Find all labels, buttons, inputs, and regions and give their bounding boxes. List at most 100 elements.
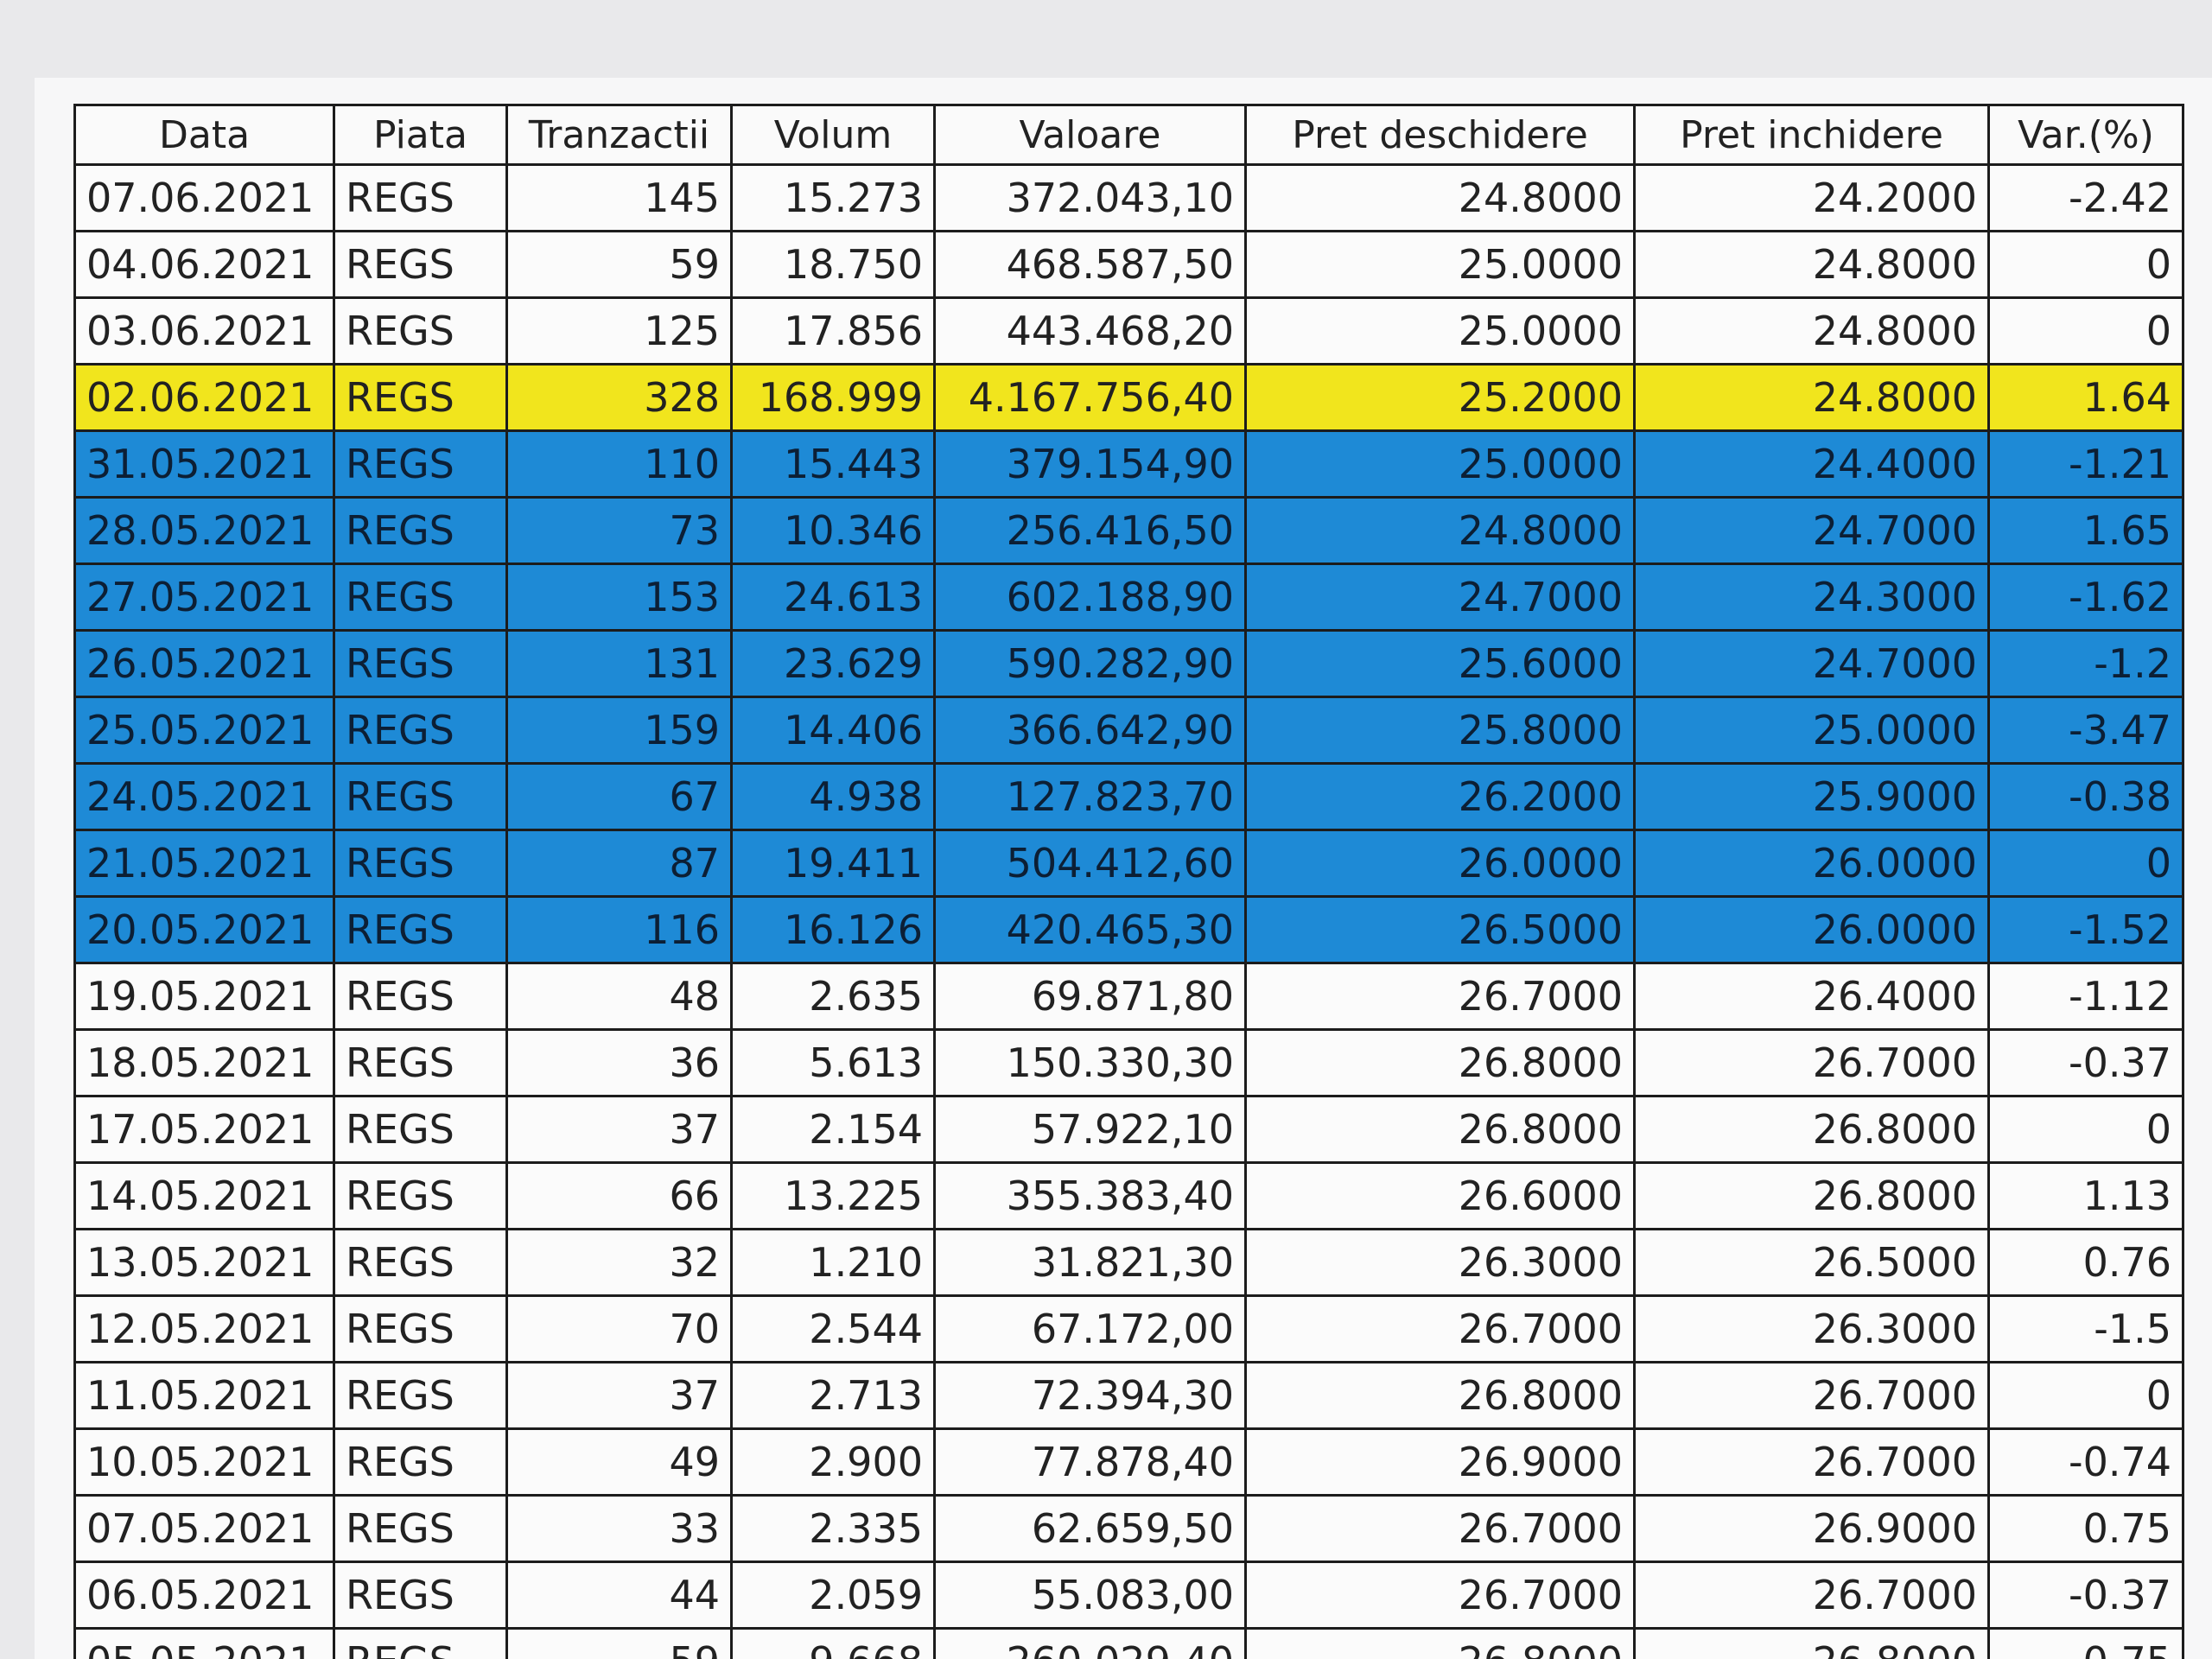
table-cell: 24.8000 [1633,363,1990,432]
table-cell: -1.52 [1987,895,2184,964]
table-cell: 26.7000 [1633,1028,1990,1097]
table-cell: 26.5000 [1244,895,1636,964]
table-cell: 2.154 [730,1095,936,1164]
table-cell: 26.8000 [1633,1161,1990,1230]
table-cell: 0 [1987,296,2184,365]
table-cell: 168.999 [730,363,936,432]
table-cell: 260.029,40 [933,1627,1247,1659]
table-cell: 24.3000 [1633,563,1990,632]
table-cell: 504.412,60 [933,829,1247,898]
table-cell: 26.2000 [1244,762,1636,831]
table-cell: 25.0000 [1633,696,1990,765]
table-cell: 26.7000 [1244,1560,1636,1630]
column-header: Var.(%) [1987,104,2184,166]
table-cell: 26.7000 [1633,1560,1990,1630]
table-cell: 150.330,30 [933,1028,1247,1097]
table-cell: 31.821,30 [933,1228,1247,1297]
table-cell: REGS [333,296,508,365]
table-cell: 67.172,00 [933,1294,1247,1363]
table-body: 07.06.2021 REGS 145 15.273 372.043,10 24.8000… [73,163,2184,1659]
table-cell: 26.7000 [1244,962,1636,1031]
table-row: 10.05.2021 REGS 49 2.900 77.878,40 26.9000 26.… [73,1427,2184,1497]
table-row: 19.05.2021 REGS 48 2.635 69.871,80 26.7000 26.… [73,962,2184,1031]
table-cell: 26.7000 [1633,1427,1990,1497]
table-cell: 26.3000 [1244,1228,1636,1297]
table-cell: -1.21 [1987,429,2184,499]
table-cell: 24.8000 [1633,230,1990,299]
table-cell: 15.273 [730,163,936,232]
column-header: Pret inchidere [1633,104,1990,166]
table-cell: REGS [333,1361,508,1430]
table-row: 06.05.2021 REGS 44 2.059 55.083,00 26.7000 26.… [73,1560,2184,1630]
table-cell: 21.05.2021 [73,829,335,898]
table-cell: -1.5 [1987,1294,2184,1363]
table-cell: 24.2000 [1633,163,1990,232]
table-cell: 2.635 [730,962,936,1031]
table-row: 14.05.2021 REGS 66 13.225 355.383,40 26.6000 2… [73,1161,2184,1230]
table-cell: 2.544 [730,1294,936,1363]
table-cell: 25.2000 [1244,363,1636,432]
table-cell: 0.75 [1987,1627,2184,1659]
table-cell: 33 [505,1494,733,1563]
table-cell: 87 [505,829,733,898]
table-cell: 26.0000 [1633,895,1990,964]
table-cell: 12.05.2021 [73,1294,335,1363]
table-cell: 0 [1987,1095,2184,1164]
table-cell: 77.878,40 [933,1427,1247,1497]
table-cell: -1.2 [1987,629,2184,698]
table-cell: 2.900 [730,1427,936,1497]
table-cell: 28.05.2021 [73,496,335,565]
table-cell: 26.8000 [1633,1627,1990,1659]
table-cell: REGS [333,163,508,232]
table-cell: -1.62 [1987,563,2184,632]
table-cell: 125 [505,296,733,365]
column-header: Volum [730,104,936,166]
table-cell: 26.6000 [1244,1161,1636,1230]
table-cell: 72.394,30 [933,1361,1247,1430]
table-cell: 1.13 [1987,1161,2184,1230]
table-cell: 2.059 [730,1560,936,1630]
table-cell: 31.05.2021 [73,429,335,499]
table-cell: 26.8000 [1633,1095,1990,1164]
table-cell: 110 [505,429,733,499]
table-cell: 366.642,90 [933,696,1247,765]
table-cell: 1.210 [730,1228,936,1297]
table-cell: 131 [505,629,733,698]
table-cell: 127.823,70 [933,762,1247,831]
table-cell: REGS [333,496,508,565]
table-row: 07.06.2021 REGS 145 15.273 372.043,10 24.8000… [73,163,2184,232]
table-row: 05.05.2021REGS599.668260.029,4026.800026… [73,1627,2184,1659]
column-header: Pret deschidere [1244,104,1636,166]
table-cell: 26.8000 [1244,1361,1636,1430]
table-cell: 11.05.2021 [73,1361,335,1430]
table-cell: 24.7000 [1633,629,1990,698]
table-cell: 602.188,90 [933,563,1247,632]
table-cell: 25.8000 [1244,696,1636,765]
table-cell: 37 [505,1361,733,1430]
table-cell: -3.47 [1987,696,2184,765]
table-cell: 26.7000 [1244,1494,1636,1563]
table-cell: 24.613 [730,563,936,632]
table-cell: 26.9000 [1633,1494,1990,1563]
table-cell: 66 [505,1161,733,1230]
table-cell: REGS [333,1427,508,1497]
table-cell: REGS [333,363,508,432]
table-cell: REGS [333,1161,508,1230]
table-cell: 0 [1987,230,2184,299]
paper-sheet: Data Piata Tranzactii Volum Valoare Pret desc… [35,78,2212,1659]
table-cell: 443.468,20 [933,296,1247,365]
column-header: Piata [333,104,508,166]
table-cell: 07.06.2021 [73,163,335,232]
table-row: 28.05.2021 REGS 73 10.346 256.416,50 24.8000 2… [73,496,2184,565]
table-cell: 26.0000 [1244,829,1636,898]
table-row: 31.05.2021 REGS 110 15.443 379.154,90 25.0000… [73,429,2184,499]
table-cell: 19.05.2021 [73,962,335,1031]
table-cell: 59 [505,1627,733,1659]
table-cell: 07.05.2021 [73,1494,335,1563]
table-cell: 26.0000 [1633,829,1990,898]
table-cell: 14.406 [730,696,936,765]
table-cell: 5.613 [730,1028,936,1097]
table-row: 04.06.2021 REGS 59 18.750 468.587,50 25.0000 2… [73,230,2184,299]
table-cell: 73 [505,496,733,565]
table-cell: 24.8000 [1244,496,1636,565]
